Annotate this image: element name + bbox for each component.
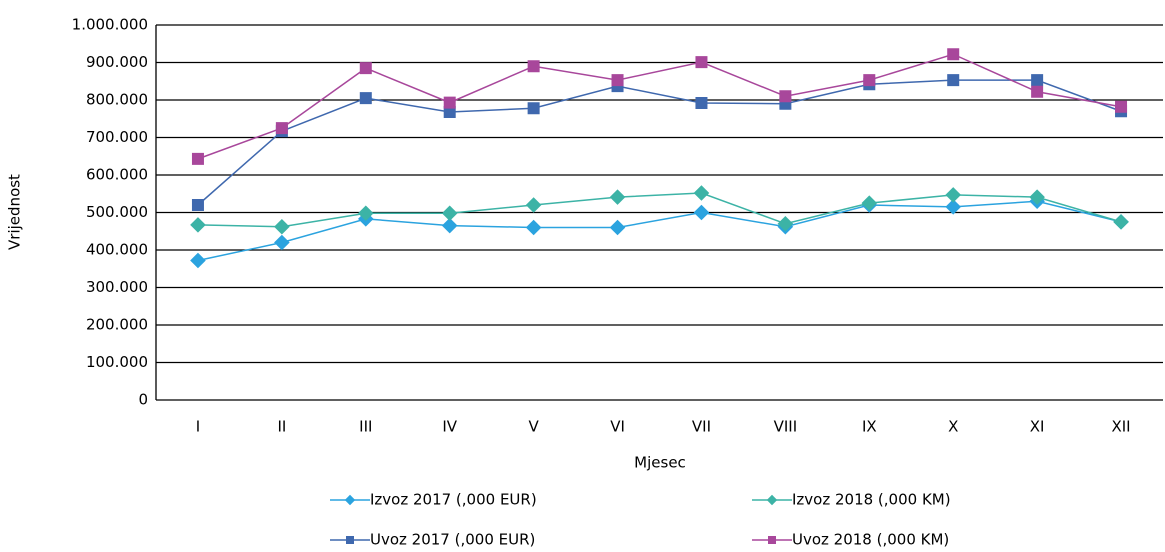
data-point — [693, 204, 710, 221]
data-point — [945, 187, 962, 203]
y-tick-label: 600.000 — [86, 166, 148, 184]
y-tick-label: 300.000 — [86, 278, 148, 296]
legend-label: Izvoz 2018 (,000 KM) — [792, 491, 951, 509]
legend-marker — [768, 536, 776, 544]
data-point — [1029, 189, 1045, 205]
data-point — [191, 199, 204, 211]
data-point — [274, 234, 290, 251]
data-point — [863, 74, 876, 87]
series-line — [197, 200, 1122, 262]
y-tick-label: 0 — [138, 391, 148, 409]
data-point — [945, 199, 962, 215]
data-point — [441, 217, 458, 234]
x-tick-label: II — [277, 418, 286, 436]
y-tick-label: 200.000 — [86, 316, 148, 334]
y-tick-label: 900.000 — [86, 53, 148, 71]
data-point — [611, 74, 624, 87]
data-point — [947, 74, 960, 87]
data-point — [947, 48, 960, 61]
series-line — [197, 192, 1122, 228]
y-axis-label: Vrijednost — [6, 174, 24, 250]
data-point — [609, 189, 626, 205]
data-point — [359, 92, 372, 105]
series-line — [197, 79, 1122, 206]
data-point — [777, 215, 794, 232]
data-point — [443, 106, 456, 118]
data-point — [609, 219, 626, 236]
x-tick-label: I — [196, 418, 200, 436]
x-tick-label: III — [359, 418, 372, 436]
data-point — [861, 195, 878, 211]
data-point — [359, 62, 372, 75]
x-tick-label: VIII — [774, 418, 798, 436]
data-point — [190, 217, 206, 233]
y-tick-label: 400.000 — [86, 241, 148, 259]
x-tick-label: VI — [610, 418, 625, 436]
data-point — [527, 102, 540, 115]
legend-label: Uvoz 2017 (,000 EUR) — [370, 531, 535, 549]
data-point — [527, 60, 540, 73]
data-point — [274, 218, 290, 235]
x-tick-label: IX — [862, 418, 877, 436]
data-point — [275, 122, 288, 135]
data-point — [441, 205, 458, 222]
legend-label: Izvoz 2017 (,000 EUR) — [370, 491, 537, 509]
x-axis-label: Mjesec — [634, 454, 686, 472]
data-point — [695, 56, 708, 69]
data-point — [1031, 74, 1044, 87]
legend-marker — [346, 536, 354, 544]
legend-marker — [344, 494, 356, 506]
data-point — [357, 205, 374, 222]
data-point — [695, 97, 708, 109]
data-point — [693, 185, 710, 201]
y-tick-label: 700.000 — [86, 128, 148, 146]
data-point — [1031, 85, 1044, 98]
data-point — [525, 197, 542, 213]
legend-label: Uvoz 2018 (,000 KM) — [792, 531, 949, 549]
x-tick-label: XII — [1111, 418, 1130, 436]
series-line — [197, 53, 1122, 160]
data-point — [525, 219, 542, 236]
y-tick-label: 100.000 — [86, 353, 148, 371]
data-point — [190, 252, 206, 269]
data-point — [779, 90, 792, 103]
y-tick-label: 1.000.000 — [72, 16, 148, 34]
x-tick-label: V — [528, 418, 539, 436]
x-tick-label: X — [948, 418, 958, 436]
data-point — [1113, 214, 1129, 230]
data-point — [1115, 100, 1128, 113]
data-point — [191, 152, 204, 165]
legend-marker — [766, 494, 778, 506]
x-tick-label: IV — [442, 418, 457, 436]
y-tick-label: 500.000 — [86, 203, 148, 221]
y-tick-label: 800.000 — [86, 91, 148, 109]
x-tick-label: XI — [1030, 418, 1045, 436]
data-point — [443, 96, 456, 109]
x-tick-label: VII — [692, 418, 711, 436]
